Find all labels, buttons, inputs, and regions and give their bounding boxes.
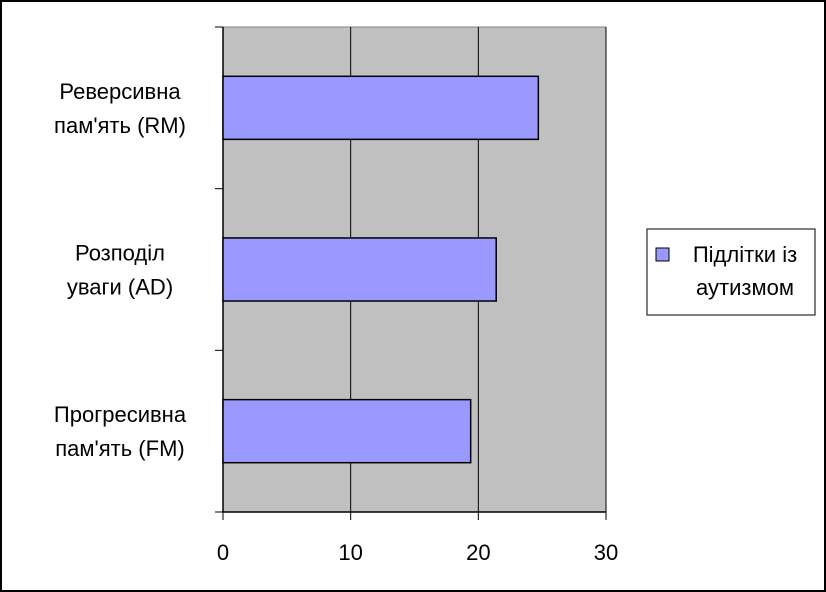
- category-label: Розподіл: [75, 241, 165, 266]
- legend-box: [646, 228, 816, 316]
- bar: [222, 75, 540, 141]
- category-label: пам'ять (RM): [54, 113, 186, 138]
- x-tick-label: 20: [466, 540, 490, 565]
- x-tick-label: 30: [594, 540, 618, 565]
- category-label: Прогресивна: [54, 402, 187, 427]
- legend: Підлітки із аутизмом: [646, 228, 816, 316]
- x-tick-label: 0: [217, 540, 229, 565]
- legend-label: Підлітки із: [693, 242, 797, 267]
- bar: [222, 237, 497, 302]
- category-label: Реверсивна: [59, 79, 181, 104]
- bar: [222, 398, 472, 464]
- legend-swatch: [655, 247, 670, 262]
- x-tick-label: 10: [338, 540, 362, 565]
- category-label: пам'ять (FM): [55, 436, 184, 461]
- legend-label: аутизмом: [696, 275, 794, 300]
- category-label: уваги (AD): [67, 275, 173, 300]
